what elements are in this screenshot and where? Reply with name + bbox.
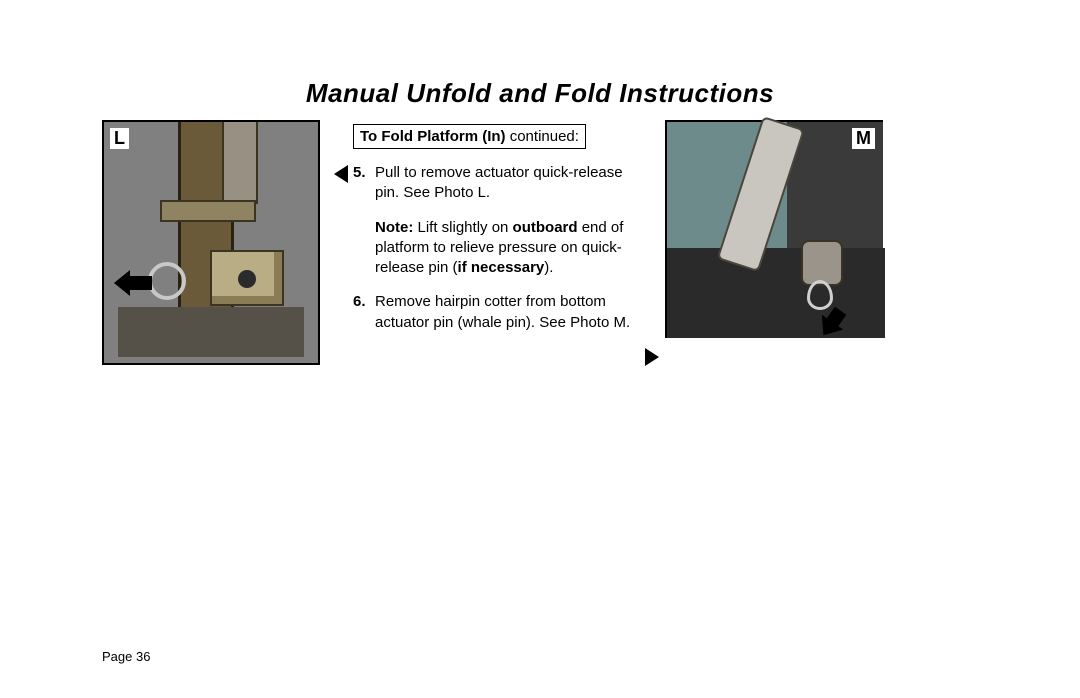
- step-5: 5. Pull to remove actuator quick-release…: [353, 163, 637, 204]
- note-bold-outboard: outboard: [513, 219, 578, 236]
- note-text-3: ).: [544, 259, 553, 276]
- note-block: Note: Lift slightly on outboard end of p…: [353, 218, 637, 279]
- photo-l-bolt: [238, 270, 256, 288]
- subheading-bold: To Fold Platform (In): [360, 128, 506, 145]
- photo-m-bg-lower: [667, 248, 885, 338]
- step-5-text: Pull to remove actuator quick-release pi…: [375, 164, 623, 201]
- photo-m-frame: M: [665, 120, 883, 338]
- photo-l-arrow-icon: [114, 270, 154, 296]
- photo-l-bracket: [160, 200, 256, 222]
- step-6-text: Remove hairpin cotter from bottom actuat…: [375, 293, 630, 330]
- pointer-right-icon: [645, 348, 659, 366]
- photo-l-label: L: [110, 128, 129, 149]
- subheading-box: To Fold Platform (In) continued:: [353, 124, 586, 149]
- note-label: Note:: [375, 219, 413, 236]
- note-bold-ifnecessary: if necessary: [458, 259, 545, 276]
- photo-l-frame: L: [102, 120, 320, 365]
- step-5-number: 5.: [353, 163, 366, 183]
- photo-m-label: M: [852, 128, 875, 149]
- step-6-number: 6.: [353, 292, 366, 312]
- photo-m-knuckle: [801, 240, 843, 286]
- pointer-left-icon: [334, 165, 348, 183]
- photo-l-base: [118, 307, 304, 357]
- subheading-rest: continued:: [506, 128, 579, 145]
- manual-page: Manual Unfold and Fold Instructions L M …: [0, 0, 1080, 698]
- photo-l-cylinder: [222, 122, 258, 204]
- step-6: 6. Remove hairpin cotter from bottom act…: [353, 292, 637, 333]
- page-number: Page 36: [102, 649, 150, 664]
- note-text-1: Lift slightly on: [413, 219, 512, 236]
- page-title: Manual Unfold and Fold Instructions: [0, 78, 1080, 109]
- instructions-column: To Fold Platform (In) continued: 5. Pull…: [353, 124, 637, 347]
